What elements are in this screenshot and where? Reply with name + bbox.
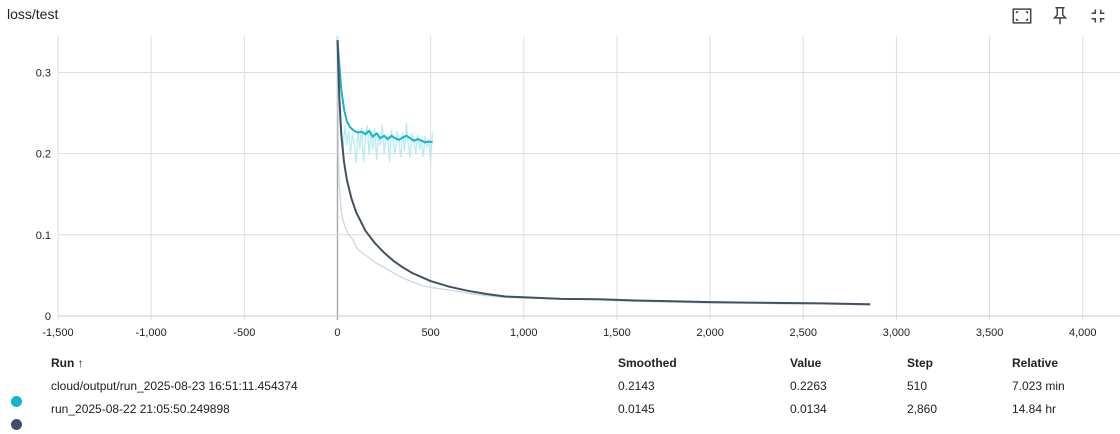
fullscreen-exit-button[interactable] — [1084, 3, 1112, 29]
card-toolbar — [1008, 3, 1112, 29]
smoothed-value: 0.0145 — [618, 402, 655, 416]
run-color-dot — [11, 396, 22, 407]
relative-column-header[interactable]: Relative — [1012, 356, 1059, 370]
smoothed-column-header[interactable]: Smoothed — [618, 356, 677, 370]
y-tick-label: 0.3 — [36, 68, 51, 80]
x-tick-label: 1,500 — [603, 327, 631, 339]
pin-icon — [1052, 7, 1068, 25]
x-tick-label: 0 — [334, 327, 340, 339]
y-tick-label: 0.2 — [36, 149, 51, 161]
x-tick-label: 2,500 — [789, 327, 817, 339]
step-column-header[interactable]: Step — [907, 356, 934, 370]
run-column-header[interactable]: Run ↑ — [51, 356, 84, 370]
legend-row[interactable]: run_2025-08-22 21:05:50.249898 0.0145 0.… — [0, 402, 1120, 430]
smoothed-series — [336, 40, 871, 306]
x-tick-label: 2,000 — [696, 327, 724, 339]
relative-value: 7.023 min — [1012, 379, 1065, 393]
step-value: 510 — [907, 379, 928, 393]
x-tick-label: -500 — [233, 327, 255, 339]
fullscreen-exit-icon — [1091, 9, 1105, 23]
y-tick-label: 0.1 — [36, 230, 51, 242]
run-name: cloud/output/run_2025-08-23 16:51:11.454… — [51, 379, 298, 393]
raw-line-series-0 — [336, 35, 434, 164]
axis-ticks: -1,500 -1,000 -500 0 500 1,000 1,500 2,000 2,500… — [36, 68, 1097, 339]
raw-line-series-1 — [336, 40, 871, 306]
relative-value: 14.84 hr — [1012, 402, 1057, 416]
raw-series — [336, 35, 871, 306]
step-value: 2,860 — [907, 402, 938, 416]
x-tick-label: 3,500 — [976, 327, 1004, 339]
legend-header-row: Run ↑ Smoothed Value Step Relative — [0, 356, 1120, 376]
smoothed-line-series-1 — [336, 40, 871, 306]
x-tick-label: 3,000 — [883, 327, 911, 339]
chart[interactable]: -1,500 -1,000 -500 0 500 1,000 1,500 2,000 2,500… — [0, 26, 1120, 346]
grid — [57, 36, 1120, 320]
x-tick-label: 4,000 — [1069, 327, 1097, 339]
pin-button[interactable] — [1046, 3, 1074, 29]
run-color-dot — [11, 419, 22, 430]
smoothed-value: 0.2143 — [618, 379, 655, 393]
fit-domain-button[interactable] — [1008, 3, 1036, 29]
x-tick-label: 1,000 — [510, 327, 538, 339]
fit-domain-icon — [1012, 8, 1032, 24]
smoothed-line-series-0 — [336, 40, 433, 144]
legend-row[interactable]: cloud/output/run_2025-08-23 16:51:11.454… — [0, 379, 1120, 407]
x-tick-label: -1,500 — [42, 327, 73, 339]
value-column-header[interactable]: Value — [790, 356, 822, 370]
x-tick-label: -1,000 — [136, 327, 167, 339]
raw-value: 0.2263 — [790, 379, 827, 393]
y-tick-label: 0 — [45, 311, 51, 323]
card-title: loss/test — [7, 6, 59, 22]
raw-value: 0.0134 — [790, 402, 827, 416]
x-tick-label: 500 — [421, 327, 439, 339]
run-name: run_2025-08-22 21:05:50.249898 — [51, 402, 230, 416]
